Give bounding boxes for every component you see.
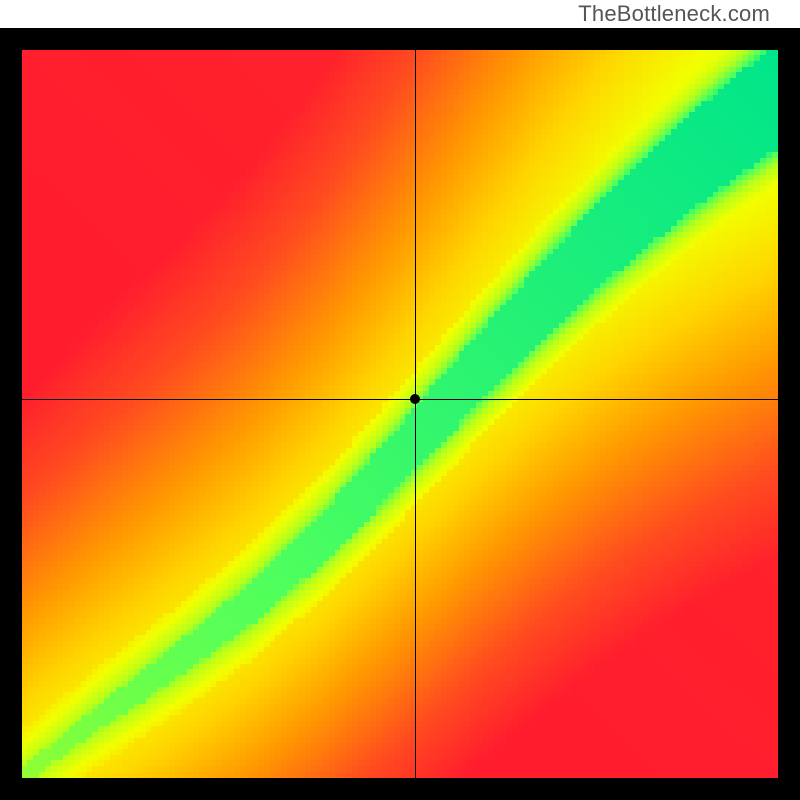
crosshair-marker <box>410 394 420 404</box>
crosshair-vertical <box>415 50 416 778</box>
watermark-text: TheBottleneck.com <box>578 0 800 28</box>
heatmap-plot-area <box>22 50 778 778</box>
heatmap-canvas <box>22 50 778 778</box>
bottleneck-chart-frame: { "watermark": { "text": "TheBottleneck.… <box>0 0 800 800</box>
heatmap-chart <box>0 28 800 800</box>
crosshair-horizontal <box>22 399 778 400</box>
